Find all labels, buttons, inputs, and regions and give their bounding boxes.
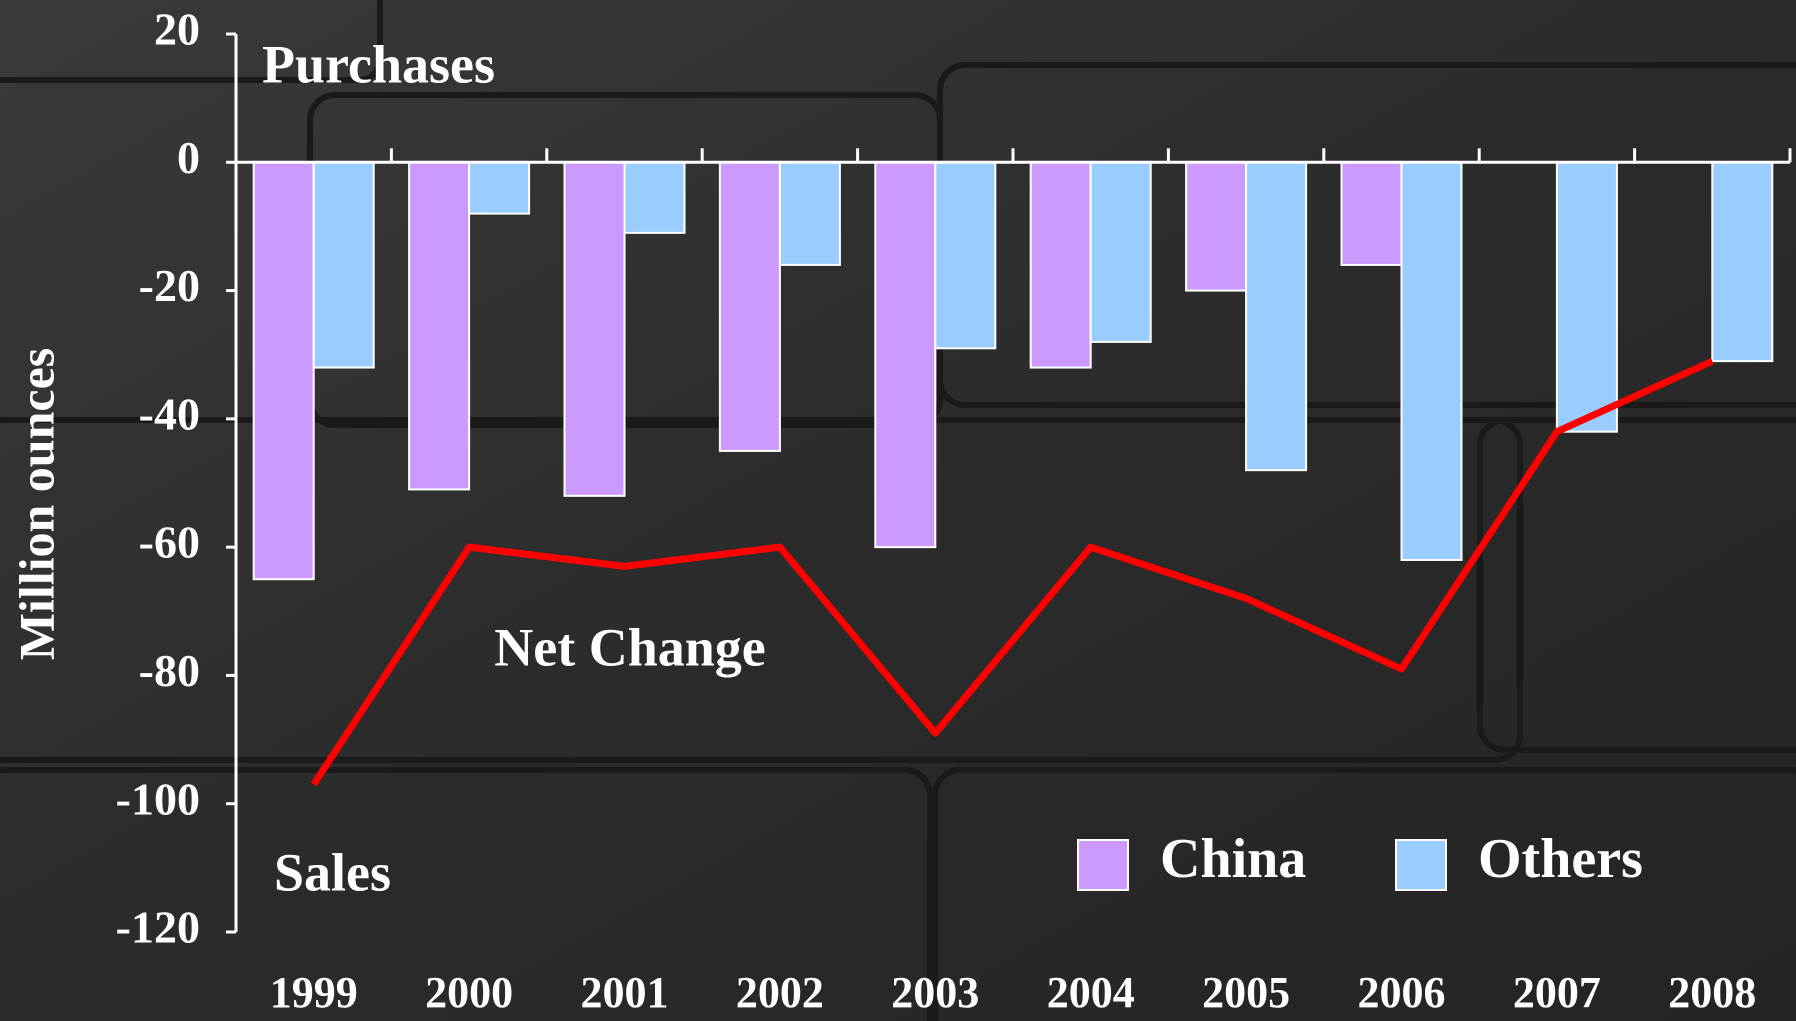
y-tick-label: 0	[177, 132, 200, 183]
line-label: Net Change	[494, 617, 765, 677]
bar	[1245, 161, 1308, 472]
x-tick-label: 2006	[1358, 968, 1446, 1017]
x-tick-label: 2000	[425, 968, 513, 1017]
bar	[468, 161, 531, 215]
legend-swatch	[1077, 839, 1129, 891]
y-tick-label: -20	[139, 260, 200, 311]
x-tick-label: 2007	[1513, 968, 1601, 1017]
bar	[1029, 161, 1092, 369]
annotation: Sales	[274, 842, 391, 902]
bar	[1089, 161, 1152, 343]
legend-label: Others	[1478, 828, 1643, 890]
y-tick-label: -80	[139, 645, 200, 696]
y-tick-label: -120	[116, 902, 200, 953]
x-tick-label: 2003	[891, 968, 979, 1017]
bar	[563, 161, 626, 497]
bar	[1340, 161, 1403, 266]
bar	[312, 161, 375, 369]
y-tick-label: -100	[116, 773, 200, 824]
bar	[1400, 161, 1463, 561]
y-tick-label: -40	[139, 388, 200, 439]
y-axis-label: Million ounces	[8, 348, 64, 661]
y-tick-label: 20	[154, 4, 200, 55]
bar	[1555, 161, 1618, 433]
x-tick-label: 2001	[581, 968, 669, 1017]
bar	[1185, 161, 1248, 292]
bar	[1711, 161, 1774, 363]
bar	[623, 161, 686, 234]
legend-label: China	[1160, 828, 1306, 890]
bar	[408, 161, 471, 491]
y-tick-label: -60	[139, 517, 200, 568]
x-tick-label: 2005	[1202, 968, 1290, 1017]
bar	[718, 161, 781, 452]
bar	[778, 161, 841, 266]
bar	[934, 161, 997, 350]
x-tick-label: 2004	[1047, 968, 1135, 1017]
annotation: Purchases	[262, 34, 495, 94]
bar	[252, 161, 315, 581]
x-tick-label: 2008	[1668, 968, 1756, 1017]
legend-swatch	[1395, 839, 1447, 891]
x-tick-label: 1999	[270, 968, 358, 1017]
x-tick-label: 2002	[736, 968, 824, 1017]
line	[310, 357, 1714, 787]
bar	[874, 161, 937, 549]
